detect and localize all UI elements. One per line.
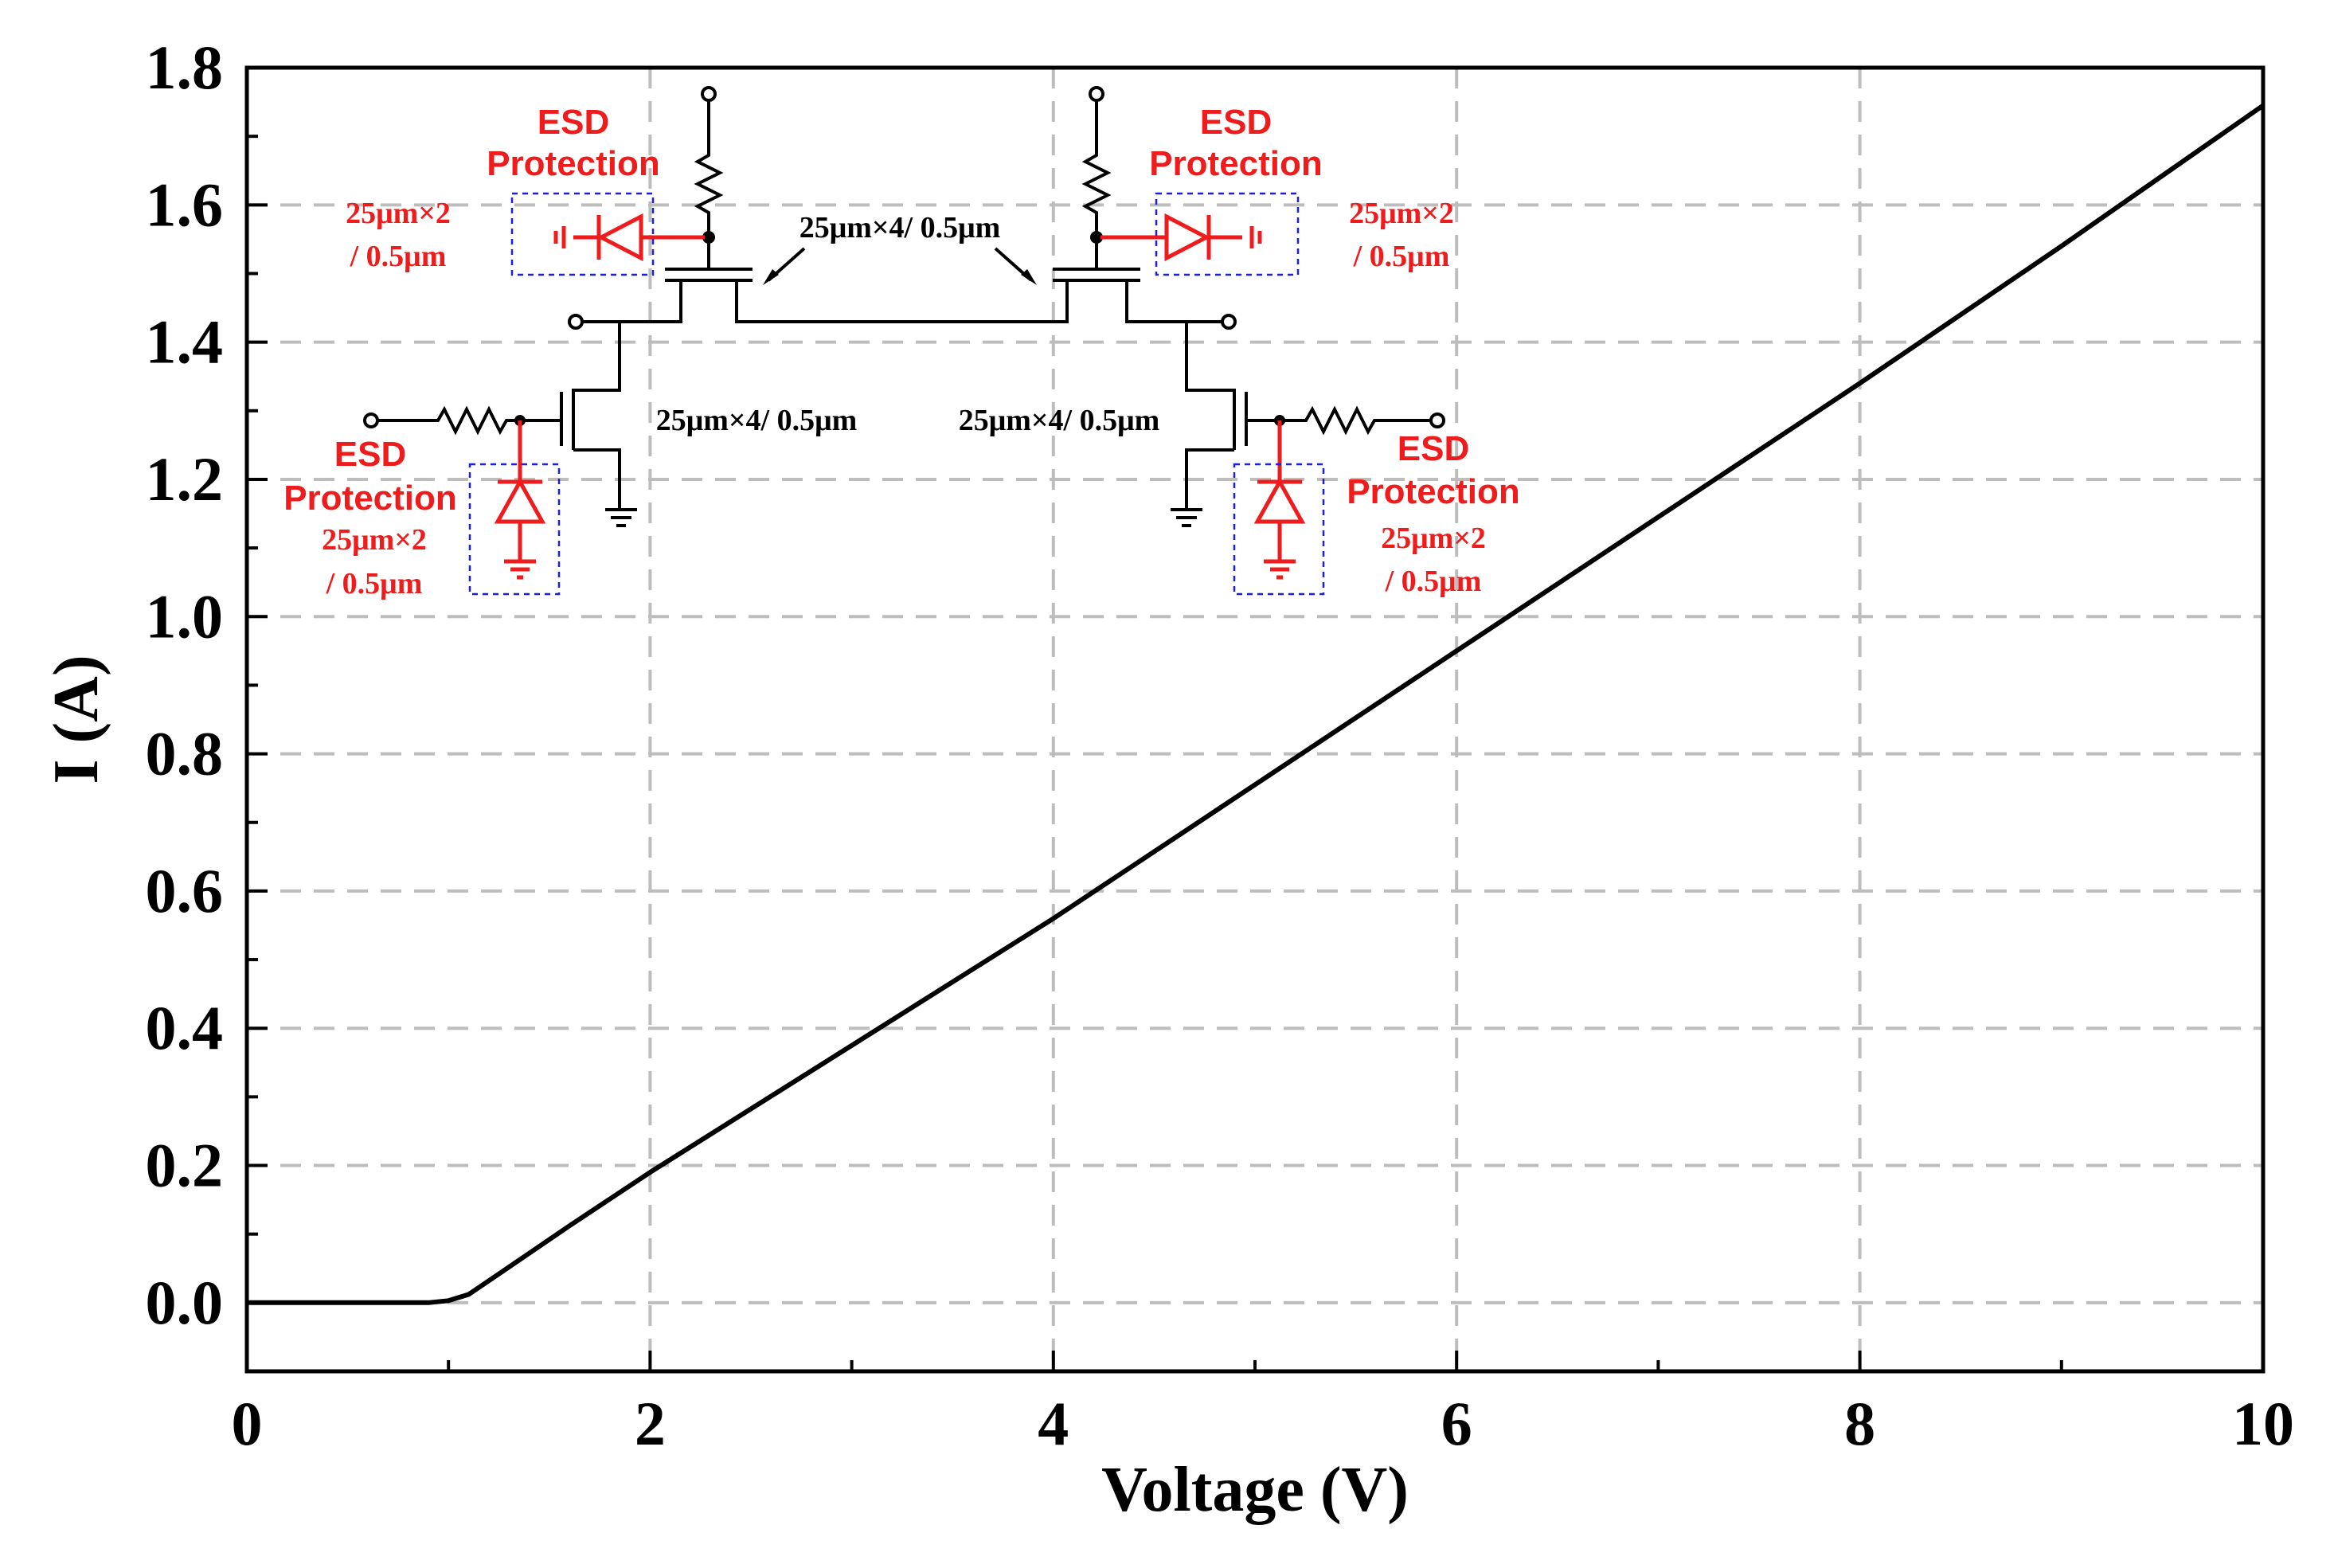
right-bottom-transistor xyxy=(1171,322,1445,527)
x-axis-title: Voltage (V) xyxy=(1101,1455,1409,1525)
diode-size-br-2: / 0.5μm xyxy=(1385,565,1482,598)
esd-label-bl-2: Protection xyxy=(283,479,457,518)
y-tick-label: 1.0 xyxy=(146,581,224,651)
esd-label-bl-1: ESD xyxy=(334,435,406,474)
transistor-size-right: 25μm×4/ 0.5μm xyxy=(959,404,1160,437)
y-tick-label: 0.4 xyxy=(146,993,224,1062)
diode-size-tr-1: 25μm×2 xyxy=(1349,197,1454,230)
y-tick-label: 1.6 xyxy=(146,170,224,239)
y-tick-label: 1.8 xyxy=(146,33,224,102)
x-tick-label: 6 xyxy=(1441,1389,1472,1458)
left-top-transistor xyxy=(568,86,1069,330)
esd-diode-top-left xyxy=(510,192,705,276)
transistor-size-top: 25μm×4/ 0.5μm xyxy=(799,211,1001,244)
x-tick-label: 2 xyxy=(635,1389,666,1458)
esd-label-tr-1: ESD xyxy=(1200,103,1272,142)
circuit-schematic-inset: ESD Protection 25μm×2 / 0.5μm ESD Protec… xyxy=(283,86,1520,600)
y-axis-title: I (A) xyxy=(41,655,111,784)
tick-labels: 0 2 4 6 8 10 0.0 0.2 0.4 0.6 0.8 1.0 1.2 1.4 1.6 1.8 xyxy=(146,33,2295,1458)
x-tick-label: 8 xyxy=(1844,1389,1875,1458)
y-tick-label: 0.2 xyxy=(146,1131,224,1200)
y-tick-label: 0.8 xyxy=(146,719,224,788)
esd-label-tl-1: ESD xyxy=(538,103,609,142)
x-tick-label: 4 xyxy=(1038,1389,1069,1458)
right-top-transistor xyxy=(1053,86,1237,330)
grid-lines xyxy=(247,66,2263,1371)
esd-label-br-1: ESD xyxy=(1398,429,1469,468)
diode-size-tl-1: 25μm×2 xyxy=(346,197,451,230)
series-line xyxy=(247,103,2265,1305)
esd-diode-top-right xyxy=(1100,192,1300,276)
transistor-size-left: 25μm×4/ 0.5μm xyxy=(656,404,858,437)
diode-size-bl-1: 25μm×2 xyxy=(322,523,427,557)
y-tick-label: 0.6 xyxy=(146,856,224,925)
left-bottom-transistor xyxy=(363,322,637,527)
diode-size-bl-2: / 0.5μm xyxy=(326,567,423,600)
x-tick-label: 0 xyxy=(232,1389,263,1458)
x-tick-label: 10 xyxy=(2232,1389,2294,1458)
circuit-labels: ESD Protection 25μm×2 / 0.5μm ESD Protec… xyxy=(283,103,1520,600)
diode-size-br-1: 25μm×2 xyxy=(1381,522,1486,555)
series-layer xyxy=(247,103,2265,1305)
y-tick-label: 0.0 xyxy=(146,1268,224,1337)
axis-ticks xyxy=(245,66,2265,1373)
esd-label-br-2: Protection xyxy=(1347,472,1520,511)
esd-label-tr-2: Protection xyxy=(1149,144,1323,183)
esd-diode-bottom-right xyxy=(1233,420,1325,596)
y-tick-label: 1.4 xyxy=(146,307,224,377)
y-tick-label: 1.2 xyxy=(146,444,224,514)
plot-frame xyxy=(244,65,2265,1374)
esd-diode-bottom-left xyxy=(468,420,561,596)
esd-label-tl-2: Protection xyxy=(487,144,660,183)
diode-size-tl-2: / 0.5μm xyxy=(350,240,447,273)
diode-size-tr-2: / 0.5μm xyxy=(1353,240,1450,273)
